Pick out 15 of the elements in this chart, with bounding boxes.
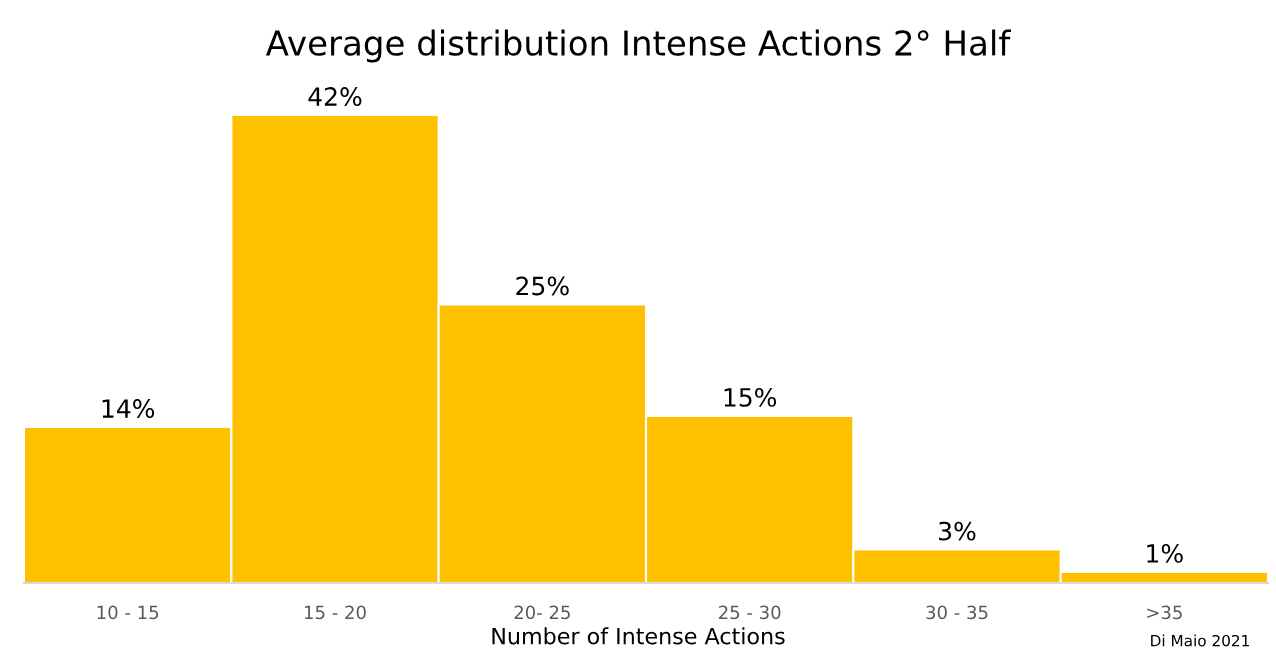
data-label: 1% — [1147, 543, 1183, 563]
x-tick-label: 10 - 15 — [97, 605, 159, 620]
x-tick-label: 20- 25 — [514, 605, 570, 620]
x-axis-title: Number of Intense Actions — [492, 627, 785, 645]
data-label: 25% — [516, 276, 569, 296]
text: Di Maio 2021 — [1151, 634, 1249, 647]
chart-title: Average distribution Intense Actions 2° Half — [265, 29, 1011, 63]
x-tick-label: >35 — [1147, 605, 1182, 620]
data-label: 42% — [308, 87, 362, 106]
data-label: 3% — [939, 521, 976, 541]
data-label: 14% — [102, 399, 155, 418]
x-tick-label: 30 - 35 — [926, 605, 988, 620]
x-tick-label: 25 - 30 — [719, 605, 781, 620]
x-tick-label: 15 - 20 — [305, 605, 366, 620]
data-label: 15% — [724, 387, 777, 407]
